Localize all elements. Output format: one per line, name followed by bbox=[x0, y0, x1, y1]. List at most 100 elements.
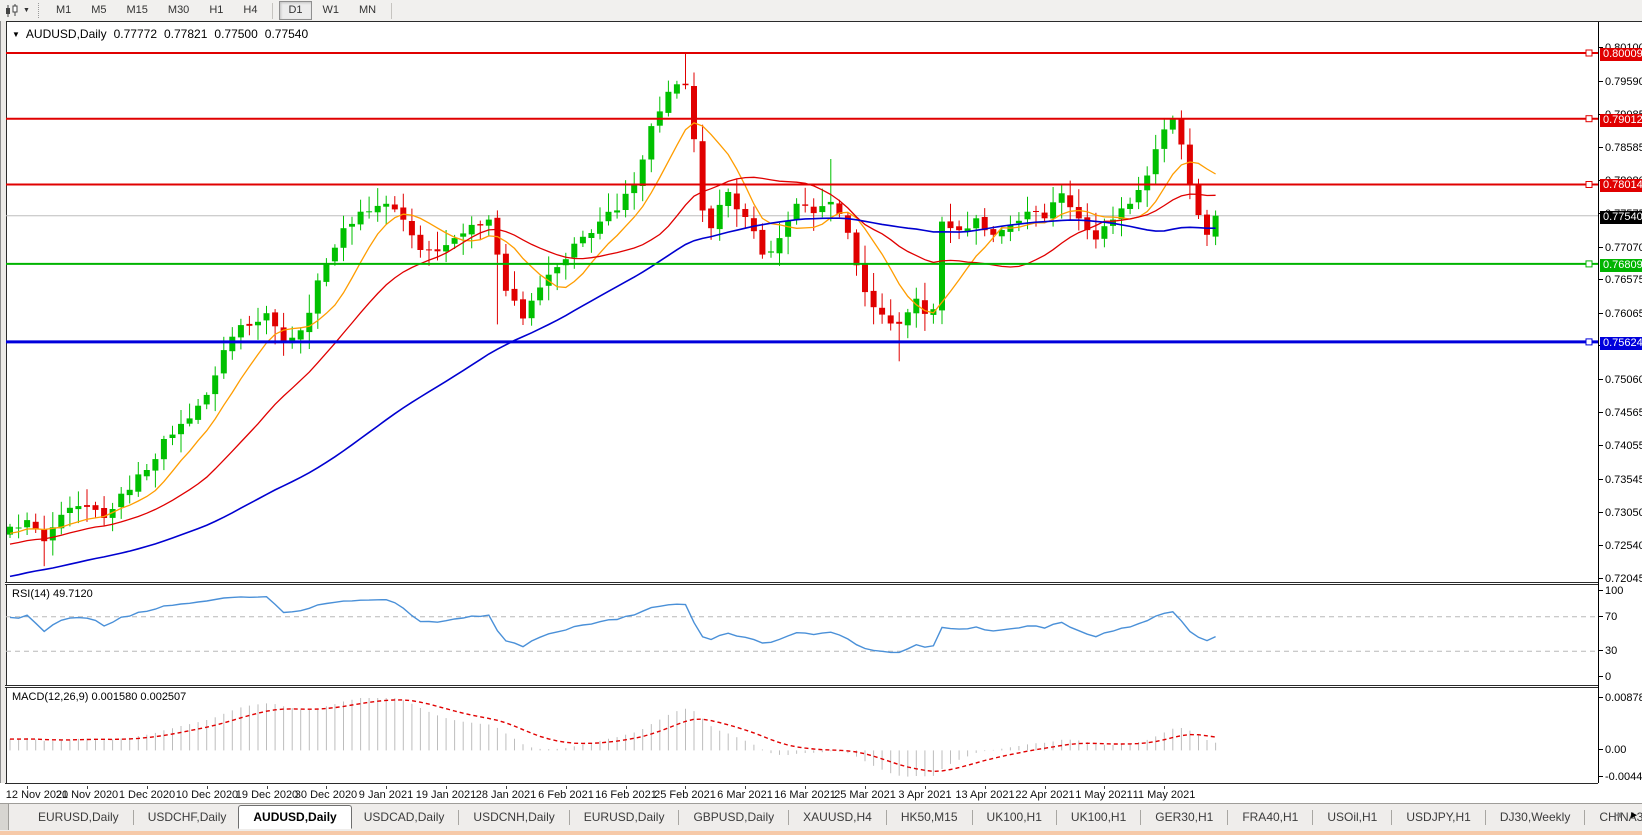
timeframe-button-m15[interactable]: M15 bbox=[126, 4, 148, 16]
toolbar-separator bbox=[391, 2, 393, 19]
panel-separator[interactable] bbox=[5, 582, 1598, 585]
tick-dash bbox=[1599, 512, 1603, 513]
symbol-tab-gbpusd-daily[interactable]: GBPUSD,Daily bbox=[693, 810, 775, 824]
date-tick bbox=[805, 786, 806, 789]
price-axis-tick: 0.76065 bbox=[1599, 308, 1642, 320]
tab-scroll-left-icon[interactable]: ◄ bbox=[1613, 810, 1624, 821]
time-axis[interactable]: 12 Nov 2020 21 Nov 2020 1 Dec 2020 10 Dec 2… bbox=[6, 786, 1598, 801]
tick-dash bbox=[1599, 776, 1603, 777]
price-axis-tick: 0.72045 bbox=[1599, 573, 1642, 585]
macd-label: MACD(12,26,9) 0.001580 0.002507 bbox=[12, 691, 187, 703]
tab-separator bbox=[132, 809, 134, 825]
date-label[interactable]: 1 May 2021 bbox=[1075, 789, 1133, 801]
symbol-tab-usdcad-daily[interactable]: USDCAD,Daily bbox=[363, 810, 445, 824]
date-label[interactable]: 6 Feb 2021 bbox=[538, 789, 594, 801]
symbol-tab-hk50-m15[interactable]: HK50,M15 bbox=[900, 810, 958, 824]
rsi-line bbox=[9, 595, 1216, 654]
symbol-tab-audusd-daily[interactable]: AUDUSD,Daily bbox=[238, 805, 352, 829]
symbol-tab-usdcnh-daily[interactable]: USDCNH,Daily bbox=[473, 810, 555, 824]
timeframe-button-w1[interactable]: W1 bbox=[322, 4, 340, 16]
date-label[interactable]: 19 Dec 2020 bbox=[235, 789, 299, 801]
date-label[interactable]: 21 Nov 2020 bbox=[55, 789, 119, 801]
tick-dash bbox=[1599, 479, 1603, 480]
level-line-anchor bbox=[1585, 181, 1593, 188]
symbol-tab-xauusd-h4[interactable]: XAUUSD,H4 bbox=[803, 810, 872, 824]
tick-dash bbox=[1599, 616, 1603, 617]
date-label[interactable]: 6 Mar 2021 bbox=[717, 789, 773, 801]
date-label[interactable]: 28 Jan 2021 bbox=[475, 789, 537, 801]
symbol-tab-uk100-h1[interactable]: UK100,H1 bbox=[1070, 810, 1127, 824]
chart-frame-top bbox=[0, 21, 1642, 22]
date-tick bbox=[386, 786, 387, 789]
tab-bar-stub bbox=[0, 804, 9, 830]
level-line-anchor bbox=[1585, 260, 1593, 268]
chart-frame-bottom bbox=[5, 783, 1598, 784]
symbol-tab-bar: EURUSD,Daily USDCHF,Daily AUDUSD,Daily USDC… bbox=[0, 803, 1642, 835]
tab-separator bbox=[1584, 809, 1586, 825]
date-tick bbox=[566, 786, 567, 789]
ohlc-low: 0.77500 bbox=[214, 27, 258, 41]
date-label[interactable]: 25 Mar 2021 bbox=[834, 789, 896, 801]
macd-chart-canvas[interactable] bbox=[6, 688, 1598, 783]
tick-dash bbox=[1599, 279, 1603, 280]
price-chart-canvas[interactable] bbox=[6, 22, 1598, 582]
symbol-tab-usdchf-daily[interactable]: USDCHF,Daily bbox=[147, 810, 227, 824]
price-axis-tick: 0.79590 bbox=[1599, 76, 1642, 88]
date-label[interactable]: 9 Jan 2021 bbox=[358, 789, 414, 801]
timeframe-button-m30[interactable]: M30 bbox=[167, 4, 190, 16]
symbol-tab-eurusd-daily[interactable]: EURUSD,Daily bbox=[583, 810, 665, 824]
timeframe-button-m5[interactable]: M5 bbox=[91, 4, 107, 16]
macd-histogram bbox=[9, 698, 1217, 777]
date-label[interactable]: 19 Jan 2021 bbox=[415, 789, 477, 801]
panel-separator[interactable] bbox=[5, 685, 1598, 688]
price-axis[interactable]: 0.801000.795900.790850.785850.780800.775… bbox=[1598, 22, 1642, 783]
tick-dash bbox=[1599, 697, 1603, 698]
date-label[interactable]: 1 Dec 2020 bbox=[118, 789, 176, 801]
timeframe-button-h1[interactable]: H1 bbox=[209, 4, 224, 16]
toolbar: ▼ M1 M5 M15 M30 H1 H4 D1 W1 MN bbox=[0, 0, 1642, 22]
timeframe-button-h4[interactable]: H4 bbox=[243, 4, 258, 16]
symbol-tab-dj30-weekly[interactable]: DJ30,Weekly bbox=[1499, 810, 1571, 824]
symbol-tab-usdjpy-h1[interactable]: USDJPY,H1 bbox=[1406, 810, 1471, 824]
timeframe-button-mn[interactable]: MN bbox=[359, 4, 377, 16]
date-label[interactable]: 10 Dec 2020 bbox=[175, 789, 239, 801]
symbol-tab-usoil-h1[interactable]: USOil,H1 bbox=[1327, 810, 1378, 824]
date-label[interactable]: 11 May 2021 bbox=[1132, 789, 1196, 801]
price-badge: 0.76809 bbox=[1600, 259, 1642, 272]
symbol-tab-ger30-h1[interactable]: GER30,H1 bbox=[1155, 810, 1214, 824]
date-label[interactable]: 12 Nov 2020 bbox=[5, 789, 69, 801]
tick-dash bbox=[1599, 650, 1603, 651]
tab-separator bbox=[1227, 809, 1229, 825]
date-label[interactable]: 25 Feb 2021 bbox=[654, 789, 716, 801]
rsi-chart-canvas[interactable] bbox=[6, 585, 1598, 685]
chart-area[interactable]: ▼ AUDUSD,Daily 0.77772 0.77821 0.77500 0.7754… bbox=[0, 21, 1642, 802]
chart-type-dropdown[interactable]: ▼ bbox=[0, 1, 34, 20]
date-tick bbox=[685, 786, 686, 789]
symbol-tab-fra40-h1[interactable]: FRA40,H1 bbox=[1242, 810, 1299, 824]
date-label[interactable]: 3 Apr 2021 bbox=[898, 789, 952, 801]
tab-separator bbox=[971, 809, 973, 825]
date-tick bbox=[506, 786, 507, 789]
timeframe-button-d1[interactable]: D1 bbox=[279, 1, 312, 20]
symbol-tab-china300-h1[interactable]: CHINA300,H1 bbox=[1599, 810, 1642, 824]
price-axis-tick: 0.73050 bbox=[1599, 507, 1642, 519]
timeframe-button-m1[interactable]: M1 bbox=[55, 4, 72, 16]
symbol-tab-uk100-h1[interactable]: UK100,H1 bbox=[986, 810, 1042, 824]
date-label[interactable]: 16 Feb 2021 bbox=[595, 789, 657, 801]
price-badge: 0.75624 bbox=[1600, 337, 1642, 350]
ohlc-high: 0.77821 bbox=[164, 27, 208, 41]
date-tick bbox=[267, 786, 268, 789]
price-axis-tick: 0.75060 bbox=[1599, 374, 1642, 386]
date-tick bbox=[865, 786, 866, 789]
symbol-tab-eurusd-daily[interactable]: EURUSD,Daily bbox=[38, 810, 119, 824]
date-tick bbox=[1104, 786, 1105, 789]
date-label[interactable]: 13 Apr 2021 bbox=[955, 789, 1015, 801]
tab-scroll-right-icon[interactable]: ► bbox=[1629, 810, 1639, 821]
tick-dash bbox=[1599, 412, 1603, 413]
date-label[interactable]: 16 Mar 2021 bbox=[774, 789, 836, 801]
date-label[interactable]: 30 Dec 2020 bbox=[294, 789, 358, 801]
tab-separator bbox=[458, 809, 460, 825]
date-tick bbox=[207, 786, 208, 789]
date-label[interactable]: 22 Apr 2021 bbox=[1015, 789, 1075, 801]
collapse-triangle-icon[interactable]: ▼ bbox=[12, 30, 20, 39]
